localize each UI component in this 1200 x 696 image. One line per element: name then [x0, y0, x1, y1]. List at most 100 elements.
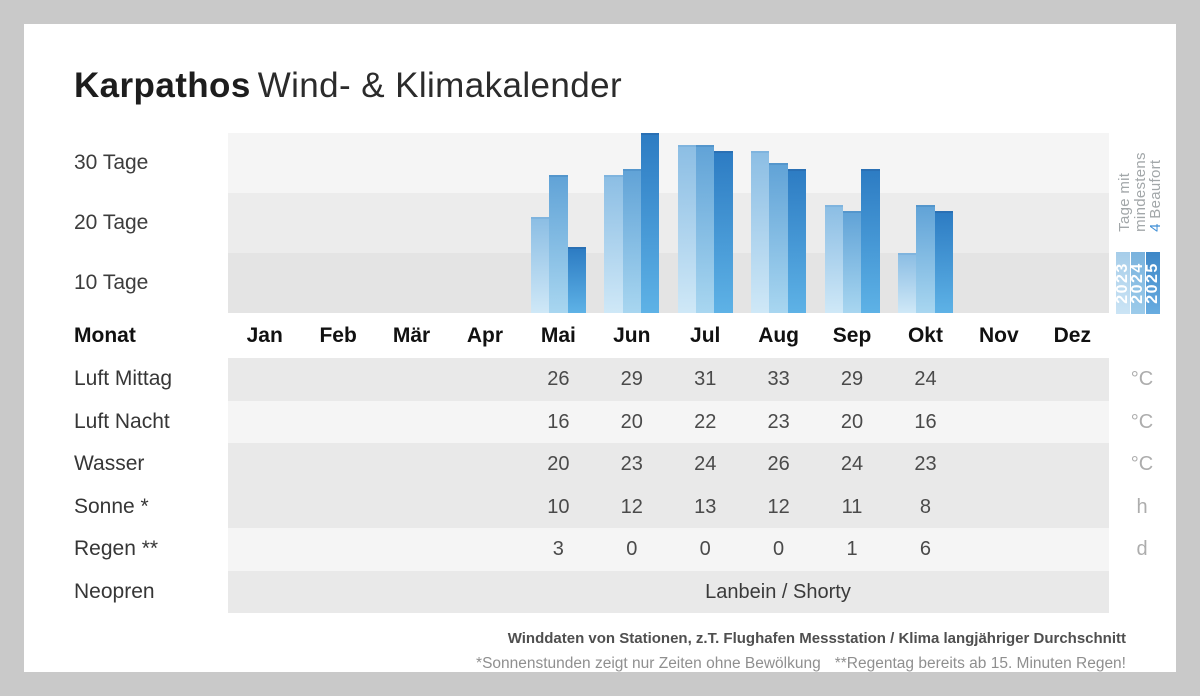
neopren-span-text: Lanbein / Shorty: [705, 580, 851, 603]
table-row-stripe: [228, 443, 1109, 486]
y-axis-label: 30 Tage: [74, 151, 149, 174]
row-label: Wasser: [74, 452, 145, 475]
month-label-Jan: Jan: [246, 324, 283, 347]
table-cell: 23: [620, 453, 643, 475]
table-cell: 11: [841, 495, 863, 518]
table-cell: 3: [552, 538, 564, 560]
chart-bar-2024-Jun: [622, 169, 641, 313]
month-label-Okt: Okt: [907, 324, 943, 347]
chart-bar-2025-Sep: [861, 169, 880, 313]
footnote-rain: **Regentag bereits ab 15. Minuten Regen!: [834, 655, 1126, 672]
legend-year-chip-2024: 2024: [1129, 252, 1146, 314]
table-cell: 33: [767, 368, 790, 390]
unit-label: °C: [1130, 453, 1154, 475]
chart-bar-2023-Mai: [530, 217, 550, 313]
footer-notes: *Sonnenstunden zeigt nur Zeiten ohne Bew…: [476, 655, 1126, 673]
chart-bar-2025-Aug: [787, 169, 807, 313]
chart-band-20: [228, 193, 1109, 253]
table-cell: 29: [840, 368, 864, 390]
chart-bar-2025-Okt: [934, 211, 953, 313]
table-cell: 26: [547, 368, 570, 390]
month-label-Mai: Mai: [540, 324, 576, 347]
legend-year-label: 2025: [1144, 262, 1161, 304]
unit-label: °C: [1130, 368, 1154, 390]
month-label-Sep: Sep: [832, 324, 872, 347]
legend-year-chip-2025: 2025: [1144, 252, 1161, 314]
unit-label: °C: [1130, 410, 1154, 433]
table-cell: 20: [840, 410, 864, 433]
table-cell: 0: [626, 538, 638, 560]
month-label-Nov: Nov: [979, 324, 1019, 347]
calendar-card: Karpathos Wind- & Klimakalender 30 Tage 20…: [24, 24, 1176, 672]
table-cell: 12: [620, 495, 643, 518]
row-label: Neopren: [74, 579, 155, 603]
axis-title-line-3: 4 Beaufort: [1146, 152, 1164, 232]
chart-bar-2025-Jun: [640, 133, 660, 313]
unit-label: d: [1136, 538, 1148, 560]
month-label-Jul: Jul: [690, 324, 721, 347]
table-cell: 23: [767, 410, 790, 433]
axis-title-line-1: Tage mit: [1115, 172, 1133, 232]
table-cell: 0: [773, 538, 785, 560]
table-cell: 24: [914, 368, 937, 390]
footnote-sun: *Sonnenstunden zeigt nur Zeiten ohne Bew…: [476, 655, 821, 672]
month-label-Jun: Jun: [613, 324, 651, 347]
chart-bar-2024-Mai: [549, 175, 568, 313]
table-cell: 31: [694, 368, 717, 390]
unit-label: h: [1136, 495, 1148, 518]
table-row-stripe: [228, 528, 1109, 571]
table-cell: 10: [547, 495, 570, 518]
title-brand: Karpathos: [74, 66, 251, 105]
table-cell: 24: [840, 453, 864, 475]
table-cell: 24: [694, 453, 717, 475]
chart-bar-2023-Sep: [824, 205, 843, 313]
table-row-stripe: [228, 358, 1109, 401]
legend-year-chip-2023: 2023: [1114, 252, 1131, 314]
month-label-Aug: Aug: [758, 324, 800, 347]
chart-bar-2024-Okt: [916, 205, 935, 313]
month-label-Feb: Feb: [319, 324, 357, 347]
chart-bar-2023-Jun: [604, 175, 623, 313]
table-row-stripe: [228, 485, 1109, 528]
table-cell: 6: [919, 538, 932, 560]
month-label-Dez: Dez: [1053, 324, 1091, 347]
axis-title-line-2: mindestens: [1131, 152, 1149, 232]
chart-bar-2024-Jul: [696, 145, 715, 313]
chart-bar-2024-Sep: [842, 211, 862, 313]
table-cell: 12: [767, 495, 790, 518]
row-label: Regen **: [74, 537, 159, 560]
table-cell: 22: [694, 410, 717, 433]
table-row-stripe: [228, 570, 1109, 613]
table-cell: 8: [919, 495, 932, 518]
month-label-Mär: Mär: [392, 324, 431, 347]
footer-source: Winddaten von Stationen, z.T. Flughafen …: [507, 630, 1126, 647]
table-cell: 13: [694, 495, 717, 518]
table-cell: 16: [914, 410, 937, 433]
table-row-stripe: [228, 400, 1109, 443]
row-label: Luft Mittag: [74, 367, 173, 390]
month-label-Apr: Apr: [466, 324, 504, 347]
y-axis-label: 20 Tage: [74, 211, 149, 234]
page-title: Karpathos Wind- & Klimakalender: [74, 66, 622, 106]
table-cell: 20: [620, 410, 643, 433]
table-cell: 20: [547, 453, 570, 475]
row-label: Sonne *: [74, 494, 149, 518]
table-cell: 26: [767, 453, 790, 475]
table-cell: 0: [699, 538, 711, 560]
table-cell: 29: [620, 368, 643, 390]
chart-bar-2025-Jul: [714, 151, 733, 313]
table-cell: 1: [846, 538, 858, 560]
y-axis-label: 10 Tage: [74, 271, 149, 294]
chart-bar-2023-Okt: [897, 253, 917, 313]
chart-bar-2023-Jul: [677, 145, 697, 313]
chart-band-10: [228, 253, 1109, 313]
row-label: Luft Nacht: [74, 409, 170, 433]
chart-bar-2025-Mai: [567, 247, 586, 313]
table-cell: 16: [547, 410, 570, 433]
title-subtitle: Wind- & Klimakalender: [257, 66, 623, 105]
month-header-label: Monat: [74, 324, 136, 347]
chart-band-30: [228, 133, 1109, 193]
chart-bar-2023-Aug: [751, 151, 770, 313]
beaufort-number: 4: [1146, 223, 1164, 232]
